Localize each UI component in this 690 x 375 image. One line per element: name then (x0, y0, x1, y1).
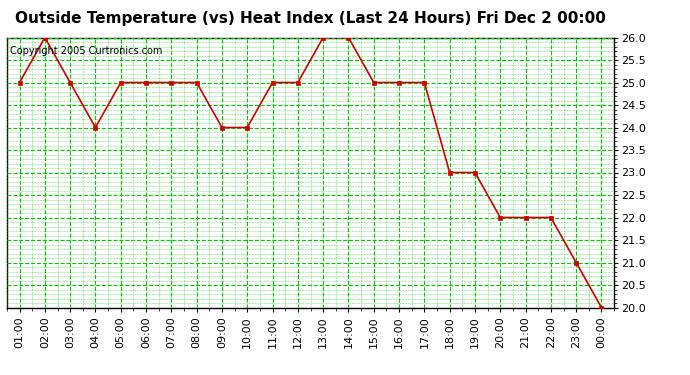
Text: Outside Temperature (vs) Heat Index (Last 24 Hours) Fri Dec 2 00:00: Outside Temperature (vs) Heat Index (Las… (15, 11, 606, 26)
Text: Copyright 2005 Curtronics.com: Copyright 2005 Curtronics.com (10, 46, 162, 56)
